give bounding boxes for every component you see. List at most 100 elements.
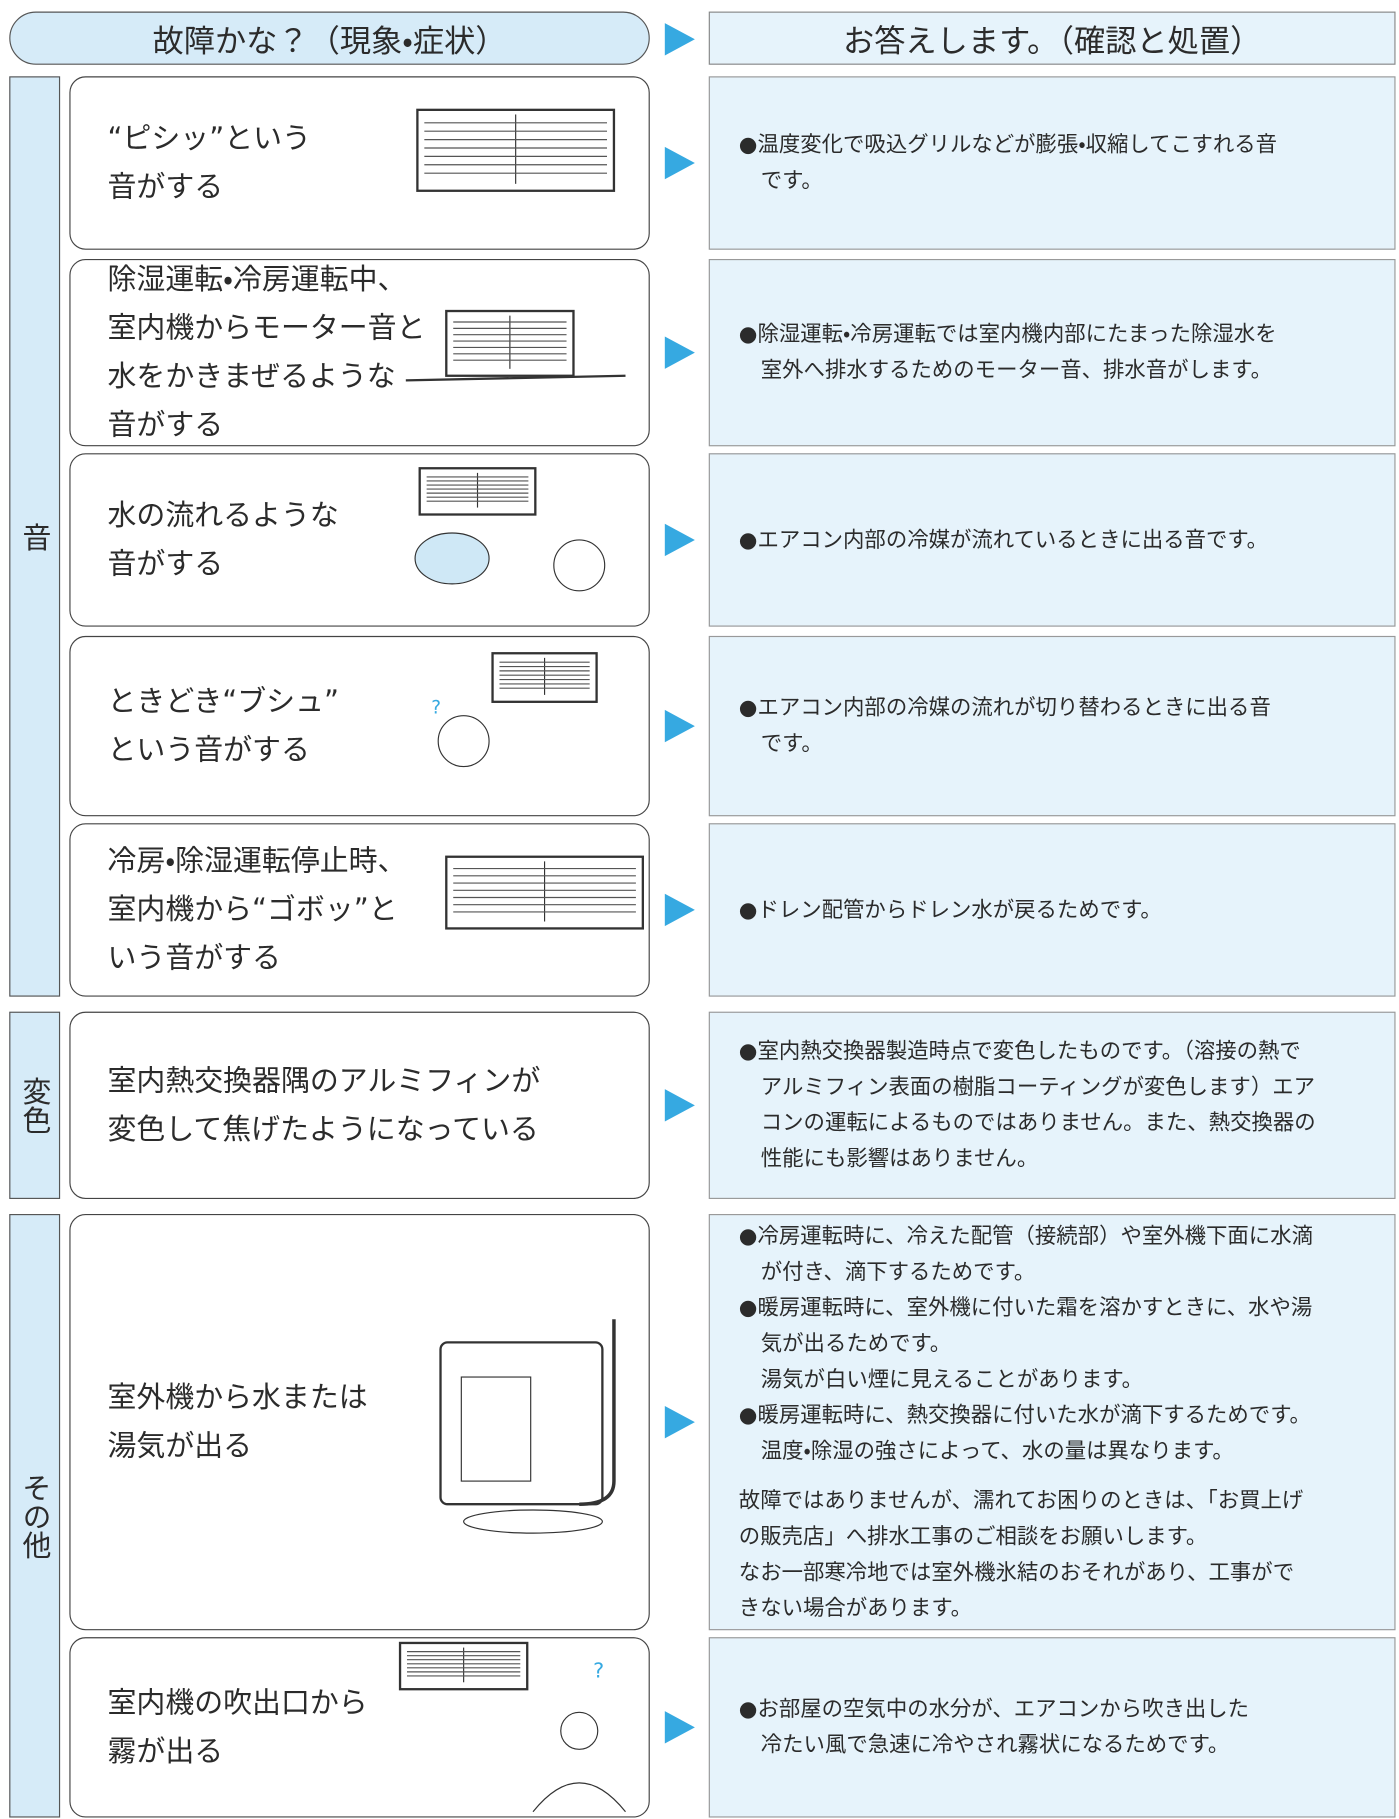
symptom-line: 室外機から水または: [107, 1380, 368, 1415]
category-label: 音: [9, 76, 61, 997]
illustration: [414, 467, 606, 592]
answer-line: です。: [760, 168, 823, 194]
symptom-line: 冷房・除湿運転停止時、: [107, 844, 407, 878]
answer-paragraph: ●暖房運転時に、熱交換器に付いた水が滴下するためです。温度・除湿の強さによって、…: [739, 1397, 1395, 1469]
symptom-line: 霧が出る: [107, 1734, 224, 1768]
answer-paragraph: ●室内熱交換器製造時点で変色したものです。（溶接の熱でアルミフィン表面の樹脂コー…: [739, 1034, 1395, 1177]
arrow: [664, 336, 695, 369]
symptom-line: 音がする: [107, 546, 224, 581]
answer-note: 故障ではありませんが、濡れてお困りのときは、「お買上げ の販売店」へ排水工事のご相…: [739, 1483, 1395, 1626]
illustration: ?: [398, 1641, 626, 1813]
answer-line: 気が出るためです。: [760, 1331, 952, 1356]
arrow: [664, 146, 695, 180]
illustration: [445, 855, 645, 930]
header-left: 故障かな？（現象・症状）: [9, 11, 650, 65]
symptom-text: 室外機から水または 湯気が出る: [108, 1374, 368, 1471]
answer-box: ●お部屋の空気中の水分が、エアコンから吹き出した 冷たい風で急速に冷やされ霧状にな…: [708, 1637, 1396, 1818]
header-right: お答えします。（確認と処置）: [708, 11, 1396, 65]
answer-box: ●エアコン内部の冷媒が流れているときに出る音です。: [708, 453, 1396, 627]
answer-line: ●除湿運転・冷房運転では室内機内部にたまった除湿水を: [738, 322, 1277, 347]
answer-box: ●除湿運転・冷房運転では室内機内部にたまった除湿水を室外へ排水するためのモーター…: [708, 258, 1396, 447]
symptom-text: 室内機の吹出口から 霧が出る: [108, 1679, 368, 1776]
symptom-box: 室内機の吹出口から 霧が出る?: [69, 1637, 650, 1818]
symptom-text: “ピシッ”という 音がする: [108, 114, 311, 211]
answer-box: ●ドレン配管からドレン水が戻るためです。: [708, 823, 1396, 997]
arrow: [664, 523, 695, 557]
symptom-line: 湯気が出る: [107, 1429, 253, 1463]
symptom-line: 室内熱交換器隅のアルミフィンが: [107, 1063, 541, 1098]
answer-line: です。: [760, 731, 823, 757]
answer-line: ●エアコン内部の冷媒の流れが切り替わるときに出る音: [738, 696, 1271, 721]
answer-box: ●エアコン内部の冷媒の流れが切り替わるときに出る音です。: [708, 635, 1396, 817]
symptom-box: 水の流れるような 音がする: [69, 453, 650, 627]
answer-line: ●室内熱交換器製造時点で変色したものです。（溶接の熱で: [738, 1039, 1301, 1064]
symptom-line: という音がする: [107, 733, 310, 767]
answer-paragraph: ●温度変化で吸込グリルなどが膨張・収縮してこすれる音です。: [739, 127, 1395, 199]
svg-text:?: ?: [431, 697, 441, 718]
answer-line: ●ドレン配管からドレン水が戻るためです。: [738, 897, 1162, 923]
symptom-box: 室外機から水または 湯気が出る: [69, 1214, 650, 1631]
symptom-text: 除湿運転・冷房運転中、 室内機からモーター音と 水をかきまぜるような 音がする: [108, 256, 426, 450]
answer-line: ●お部屋の空気中の水分が、エアコンから吹き出した: [738, 1697, 1250, 1722]
svg-text:?: ?: [593, 1659, 604, 1683]
symptom-line: 音がする: [107, 408, 224, 442]
note-line: きない場合があります。: [738, 1596, 972, 1621]
answer-box: ●温度変化で吸込グリルなどが膨張・収縮してこすれる音です。: [708, 76, 1396, 250]
symptom-line: 水をかきまぜるような: [107, 359, 396, 394]
answer-line: 温度・除湿の強さによって、水の量は異なります。: [760, 1438, 1234, 1464]
symptom-line: “ピシッ”という: [107, 121, 311, 155]
symptom-text: 室内熱交換器隅のアルミフィンが 変色して焦げたようになっている: [108, 1057, 541, 1154]
symptom-line: いう音がする: [107, 941, 281, 975]
symptom-box: “ピシッ”という 音がする: [69, 76, 650, 250]
answer-paragraph: ●お部屋の空気中の水分が、エアコンから吹き出した 冷たい風で急速に冷やされ霧状にな…: [739, 1692, 1395, 1764]
symptom-line: ときどき“ブシュ”: [107, 684, 339, 719]
symptom-line: 除湿運転・冷房運転中、: [107, 262, 407, 296]
illustration: [405, 309, 626, 382]
category-label: その他: [9, 1214, 61, 1818]
answer-line: アルミフィン表面の樹脂コーティングが変色します）エア: [760, 1075, 1315, 1100]
arrow: [664, 1405, 695, 1439]
answer-line: 室外へ排水するためのモーター音、排水音がします。: [760, 358, 1273, 383]
answer-line: ●エアコン内部の冷媒が流れているときに出る音です。: [738, 527, 1269, 553]
answer-paragraph: ●暖房運転時に、室外機に付いた霜を溶かすときに、水や湯気が出るためです。湯気が白…: [739, 1290, 1395, 1398]
answer-line: 性能にも影響はありません。: [760, 1146, 1039, 1172]
answer-paragraph: ●エアコン内部の冷媒の流れが切り替わるときに出る音です。: [739, 690, 1395, 762]
symptom-line: 室内機の吹出口から: [107, 1685, 368, 1720]
answer-box: ●室内熱交換器製造時点で変色したものです。（溶接の熱でアルミフィン表面の樹脂コー…: [708, 1011, 1396, 1199]
arrow: [664, 1711, 695, 1744]
symptom-box: 室内熱交換器隅のアルミフィンが 変色して焦げたようになっている: [69, 1011, 650, 1199]
symptom-text: 冷房・除湿運転停止時、 室内機から“ゴボッ”と いう音がする: [108, 837, 407, 983]
answer-line: 湯気が白い煙に見えることがあります。: [760, 1367, 1144, 1392]
arrow: [664, 893, 695, 927]
answer-line: コンの運転によるものではありません。また、熱交換器の: [760, 1111, 1316, 1136]
symptom-line: 音がする: [107, 169, 224, 204]
note-line: の販売店」へ排水工事のご相談をお願いします。: [738, 1524, 1208, 1549]
symptom-box: 冷房・除湿運転停止時、 室内機から“ゴボッ”と いう音がする: [69, 823, 650, 997]
symptom-line: 室内機からモーター音と: [107, 311, 426, 345]
illustration: [416, 108, 616, 192]
note-line: なお一部寒冷地では室外機氷結のおそれがあり、工事がで: [738, 1560, 1295, 1585]
symptom-box: 除湿運転・冷房運転中、 室内機からモーター音と 水をかきまぜるような 音がする: [69, 258, 650, 447]
illustration: [439, 1319, 616, 1534]
answer-paragraph: ●除湿運転・冷房運転では室内機内部にたまった除湿水を室外へ排水するためのモーター…: [739, 317, 1395, 389]
answer-line: 冷たい風で急速に冷やされ霧状になるためです。: [760, 1733, 1230, 1758]
answer-line: ●冷房運転時に、冷えた配管（接続部）や室外機下面に水滴: [738, 1223, 1313, 1249]
answer-line: ●温度変化で吸込グリルなどが膨張・収縮してこすれる音: [738, 132, 1278, 158]
note-line: 故障ではありませんが、濡れてお困りのときは、「お買上げ: [738, 1488, 1304, 1513]
arrow: [664, 1089, 695, 1122]
answer-line: ●暖房運転時に、熱交換器に付いた水が滴下するためです。: [738, 1403, 1311, 1428]
symptom-box: ときどき“ブシュ” という音がする?: [69, 635, 650, 817]
answer-box: ●冷房運転時に、冷えた配管（接続部）や室外機下面に水滴が付き、滴下するためです。…: [708, 1214, 1396, 1631]
answer-line: ●暖房運転時に、室外機に付いた霜を溶かすときに、水や湯: [738, 1295, 1313, 1320]
answer-paragraph: ●エアコン内部の冷媒が流れているときに出る音です。: [739, 522, 1395, 558]
symptom-text: 水の流れるような 音がする: [108, 491, 339, 588]
arrow: [664, 23, 695, 56]
symptom-line: 水の流れるような: [107, 498, 339, 532]
answer-line: が付き、滴下するためです。: [760, 1259, 1036, 1284]
symptom-line: 室内機から“ゴボッ”と: [107, 892, 398, 927]
category-label: 変色: [9, 1011, 61, 1199]
answer-paragraph: ●冷房運転時に、冷えた配管（接続部）や室外機下面に水滴が付き、滴下するためです。: [739, 1218, 1395, 1290]
symptom-text: ときどき“ブシュ” という音がする: [108, 678, 339, 775]
arrow: [664, 709, 695, 743]
